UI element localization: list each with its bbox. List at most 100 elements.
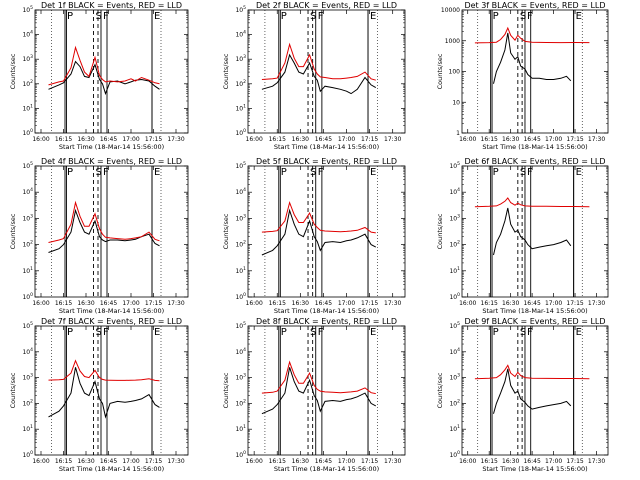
x-axis-label: Start Time (18-Mar-14 15:56:00) — [274, 143, 379, 151]
y-tick-label: 105 — [449, 161, 460, 170]
y-tick-exponent: 5 — [243, 321, 246, 327]
marker-label: E — [154, 327, 160, 338]
marker-label: S — [520, 167, 526, 178]
y-tick-label: 102 — [449, 398, 460, 407]
x-tick-label: 17:15 — [145, 136, 162, 143]
x-tick-label: 16:30 — [502, 458, 519, 465]
y-tick-exponent: 3 — [243, 373, 246, 379]
marker-label: E — [576, 327, 582, 338]
y-tick-exponent: 2 — [243, 240, 246, 246]
marker-label: P — [493, 11, 499, 22]
y-tick-exponent: 1 — [457, 266, 460, 272]
x-tick-label: 16:00 — [246, 136, 263, 143]
marker-label: F — [527, 327, 533, 338]
panel-title: Det 5f BLACK = Events, RED = LLD — [256, 157, 397, 166]
marker-label: P — [281, 167, 287, 178]
x-tick-label: 16:00 — [246, 300, 263, 307]
series-line-events — [261, 367, 377, 415]
x-tick-label: 17:00 — [338, 136, 355, 143]
x-tick-label: 16:45 — [315, 458, 332, 465]
y-tick-label: 104 — [22, 30, 33, 39]
x-tick-label: 16:30 — [77, 136, 94, 143]
marker-label: S — [310, 11, 316, 22]
x-tick-label: 17:15 — [566, 300, 583, 307]
x-tick-label: 17:00 — [122, 300, 139, 307]
y-tick-exponent: 4 — [243, 30, 246, 36]
x-tick-label: 16:15 — [55, 458, 72, 465]
x-tick-label: 16:00 — [459, 458, 476, 465]
y-tick-exponent: 2 — [243, 79, 246, 85]
series-line-events — [493, 207, 572, 256]
y-tick-label: 100 — [449, 292, 460, 301]
plot-frame — [461, 165, 609, 298]
y-tick-label: 104 — [449, 187, 460, 196]
panel-4: Det 4f BLACK = Events, RED = LLD10010110… — [9, 157, 189, 315]
x-tick-label: 16:15 — [269, 458, 286, 465]
marker-label: P — [67, 167, 73, 178]
panel-title: Det 2f BLACK = Events, RED = LLD — [256, 1, 397, 10]
y-tick-label: 103 — [235, 373, 246, 382]
x-tick-label: 16:45 — [100, 300, 117, 307]
y-tick-label: 101 — [235, 266, 246, 275]
x-tick-label: 17:30 — [167, 300, 184, 307]
marker-label: F — [103, 11, 109, 22]
y-tick-exponent: 1 — [243, 424, 246, 430]
marker-label: S — [96, 327, 102, 338]
plot-frame — [461, 9, 609, 134]
x-tick-label: 17:00 — [338, 458, 355, 465]
y-axis-label: Counts/sec — [222, 372, 230, 408]
marker-label: P — [281, 327, 287, 338]
x-axis-label: Start Time (18-Mar-14 15:56:00) — [274, 465, 379, 473]
y-tick-exponent: 2 — [30, 240, 33, 246]
x-tick-label: 17:30 — [167, 458, 184, 465]
panel-title: Det 9f BLACK = Events, RED = LLD — [464, 317, 605, 326]
x-tick-label: 16:15 — [269, 300, 286, 307]
y-tick-exponent: 3 — [457, 373, 460, 379]
panel-1: Det 1f BLACK = Events, RED = LLD10010110… — [9, 1, 189, 151]
marker-label: P — [493, 327, 499, 338]
x-tick-label: 17:30 — [384, 300, 401, 307]
panel-7: Det 7f BLACK = Events, RED = LLD10010110… — [9, 317, 189, 473]
y-tick-label: 105 — [235, 161, 246, 170]
x-tick-label: 16:45 — [523, 458, 540, 465]
panel-title: Det 3f BLACK = Events, RED = LLD — [464, 1, 605, 10]
y-tick-label: 104 — [235, 30, 246, 39]
y-tick-exponent: 2 — [30, 79, 33, 85]
y-tick-label: 104 — [235, 347, 246, 356]
x-tick-label: 16:00 — [459, 300, 476, 307]
y-tick-label: 101 — [449, 266, 460, 275]
series-line-lld — [261, 42, 376, 81]
y-tick-exponent: 4 — [30, 187, 33, 193]
marker-label: E — [154, 167, 160, 178]
y-axis-label: Counts/sec — [9, 53, 17, 89]
marker-label: E — [370, 167, 376, 178]
x-tick-label: 16:15 — [269, 136, 286, 143]
plot-frame — [247, 9, 406, 134]
marker-label: P — [493, 167, 499, 178]
marker-label: P — [67, 327, 73, 338]
x-tick-label: 17:15 — [566, 136, 583, 143]
series-line-events — [493, 368, 572, 414]
y-tick-label: 105 — [22, 5, 33, 14]
y-tick-label: 102 — [22, 398, 33, 407]
y-tick-label: 103 — [235, 213, 246, 222]
plot-frame — [247, 325, 406, 456]
y-tick-exponent: 0 — [243, 292, 246, 298]
x-tick-label: 17:15 — [361, 458, 378, 465]
y-axis-label: Counts/sec — [9, 213, 17, 249]
x-tick-label: 17:00 — [338, 300, 355, 307]
marker-label: E — [576, 11, 582, 22]
marker-label: F — [103, 167, 109, 178]
y-tick-label: 1000 — [445, 38, 460, 45]
y-tick-label: 102 — [22, 240, 33, 249]
y-tick-label: 101 — [235, 103, 246, 112]
series-line-events — [261, 208, 377, 256]
y-tick-exponent: 2 — [457, 240, 460, 246]
x-tick-label: 17:00 — [545, 300, 562, 307]
x-axis-label: Start Time (18-Mar-14 15:56:00) — [59, 465, 164, 473]
y-tick-exponent: 3 — [243, 54, 246, 60]
x-tick-label: 17:15 — [145, 458, 162, 465]
series-line-lld — [474, 364, 590, 380]
y-tick-exponent: 4 — [243, 187, 246, 193]
marker-label: S — [520, 11, 526, 22]
